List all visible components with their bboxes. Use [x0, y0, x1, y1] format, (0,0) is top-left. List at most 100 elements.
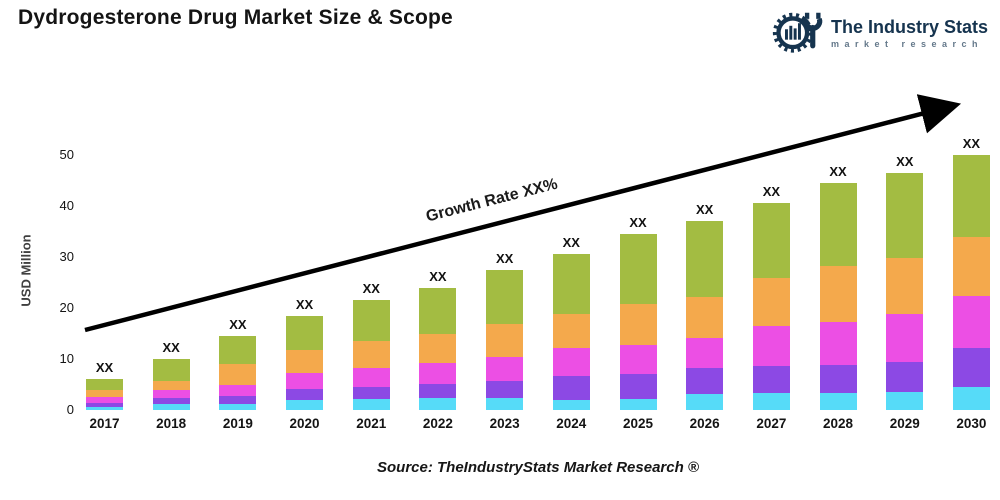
cyan-segment [819, 393, 857, 410]
purple-segment [952, 348, 990, 388]
x-tick-label: 2025 [622, 416, 654, 431]
purple-segment [752, 366, 790, 394]
magenta-segment [486, 356, 524, 382]
orange-segment [819, 266, 857, 323]
stacked-bar [419, 287, 457, 410]
cyan-segment [886, 392, 924, 410]
orange-segment [86, 390, 123, 398]
bar-column-2026: XX [686, 202, 724, 410]
cyan-segment [686, 394, 724, 410]
x-tick-label: 2017 [89, 416, 120, 431]
bar-value-label: XX [162, 340, 180, 356]
x-tick-label: 2020 [289, 416, 320, 431]
cyan-segment [552, 399, 590, 410]
bar-value-label: XX [562, 235, 580, 251]
cyan-segment [952, 387, 990, 410]
stacked-bar [686, 221, 724, 410]
bar-column-2023: XX [486, 250, 524, 410]
stacked-bar [286, 315, 324, 410]
green-segment [219, 336, 257, 365]
purple-segment [219, 396, 257, 404]
magenta-segment [286, 372, 324, 390]
cyan-segment [219, 403, 257, 410]
x-tick-label: 2026 [689, 416, 720, 431]
bar-value-label: XX [962, 136, 981, 152]
green-segment [86, 379, 123, 391]
y-tick-label: 30 [59, 249, 74, 264]
y-tick-label: 40 [59, 198, 74, 213]
orange-segment [952, 237, 990, 297]
magenta-segment [86, 397, 123, 403]
bar-value-label: XX [495, 250, 514, 266]
bar-value-label: XX [829, 164, 847, 180]
purple-segment [552, 375, 590, 400]
y-tick-label: 20 [59, 300, 74, 315]
stacked-bar [819, 183, 857, 410]
stacked-bar [752, 203, 790, 410]
orange-segment [686, 296, 724, 338]
green-segment [286, 315, 324, 350]
logo-tagline: market research [830, 38, 984, 49]
orange-segment [219, 364, 257, 385]
logo-name: The Industry Stats [830, 16, 988, 37]
purple-segment [819, 365, 857, 394]
bar-column-2025: XX [619, 215, 657, 410]
gear-wrench-chart-icon [772, 8, 824, 59]
bar-value-label: XX [362, 281, 380, 297]
magenta-segment [752, 326, 790, 367]
orange-segment [886, 257, 924, 315]
cyan-segment [752, 393, 790, 410]
green-segment [686, 221, 724, 297]
magenta-segment [819, 322, 857, 366]
bar-value-label: XX [696, 202, 714, 218]
stacked-bar [219, 336, 257, 410]
y-tick-label: 50 [59, 147, 74, 162]
green-segment [152, 359, 190, 381]
stacked-bar [952, 155, 990, 410]
bar-column-2030: XX [952, 136, 990, 410]
stacked-bar [486, 269, 524, 410]
green-segment [819, 183, 857, 267]
purple-segment [886, 362, 924, 393]
source-attribution: Source: TheIndustryStats Market Research… [377, 459, 699, 476]
bar-column-2019: XX [219, 317, 257, 410]
purple-segment [86, 402, 123, 407]
magenta-segment [219, 384, 257, 397]
x-tick-label: 2030 [956, 416, 987, 431]
purple-segment [619, 374, 657, 400]
orange-segment [419, 333, 457, 363]
x-tick-label: 2022 [422, 416, 453, 431]
bar-column-2029: XX [886, 154, 924, 410]
purple-segment [286, 389, 324, 400]
stacked-bar [86, 379, 123, 410]
magenta-segment [152, 390, 190, 398]
orange-segment [619, 303, 657, 345]
green-segment [952, 155, 990, 238]
purple-segment [486, 381, 524, 398]
orange-segment [352, 341, 390, 369]
magenta-segment [686, 337, 724, 368]
page-title: Dydrogesterone Drug Market Size & Scope [18, 6, 453, 29]
purple-segment [152, 397, 190, 405]
green-segment [486, 269, 524, 325]
bar-column-2028: XX [819, 164, 857, 410]
x-axis-labels: 2017 2018 2019 2020 2021 2022 2023 2024 2025 2026… [86, 416, 990, 431]
stacked-bar [352, 300, 390, 410]
purple-segment [419, 384, 457, 399]
x-tick-label: 2021 [356, 416, 387, 431]
cyan-segment [286, 399, 324, 410]
bar-column-2020: XX [286, 296, 324, 410]
bar-value-label: XX [95, 360, 114, 376]
y-tick-label: 0 [66, 402, 74, 417]
orange-segment [752, 278, 790, 327]
purple-segment [352, 387, 390, 399]
green-segment [352, 300, 390, 342]
bar-value-label: XX [295, 296, 314, 312]
cyan-segment [86, 406, 123, 410]
orange-segment [486, 324, 524, 357]
x-tick-label: 2029 [889, 416, 920, 431]
x-tick-label: 2027 [756, 416, 787, 431]
bar-column-2021: XX [352, 281, 390, 410]
magenta-segment [619, 344, 657, 375]
bar-column-2024: XX [552, 235, 590, 410]
